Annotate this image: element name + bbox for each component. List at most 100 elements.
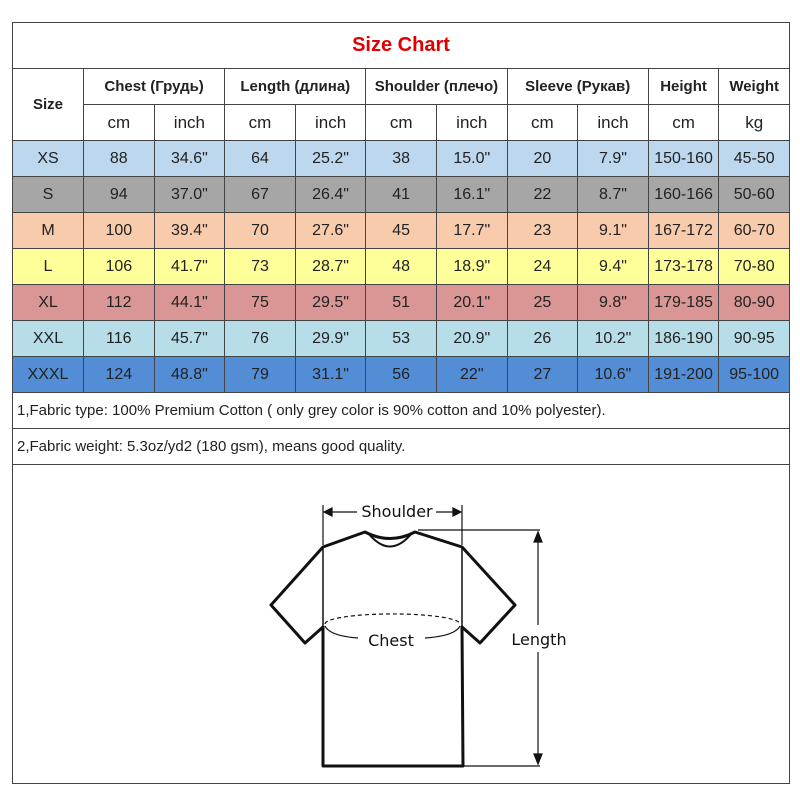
value-cell: 186-190: [647, 320, 720, 357]
size-cell: XS: [12, 140, 84, 177]
table-row: XXL 116 45.7" 76 29.9" 53 20.9" 26 10.2" 186-190 9…: [12, 320, 790, 357]
value-cell: 22": [435, 356, 508, 393]
value-cell: 26.4": [294, 176, 367, 213]
note-fabric-type: 1,Fabric type: 100% Premium Cotton ( onl…: [12, 392, 790, 429]
value-cell: 160-166: [647, 176, 720, 213]
value-cell: 67: [224, 176, 296, 213]
value-cell: 20.1": [435, 284, 508, 321]
unit-header: inch: [435, 104, 508, 141]
value-cell: 179-185: [647, 284, 720, 321]
value-cell: 27.6": [294, 212, 367, 249]
value-cell: 173-178: [647, 248, 720, 285]
value-cell: 51: [365, 284, 437, 321]
value-cell: 23: [506, 212, 579, 249]
unit-header: inch: [294, 104, 367, 141]
diagram-cell: [12, 464, 790, 784]
value-cell: 31.1": [294, 356, 367, 393]
value-cell: 60-70: [718, 212, 790, 249]
value-cell: 25.2": [294, 140, 367, 177]
value-cell: 22: [506, 176, 579, 213]
value-cell: 8.7": [577, 176, 649, 213]
size-cell: XXL: [12, 320, 84, 357]
value-cell: 28.7": [294, 248, 367, 285]
column-group-header: Weight: [718, 68, 790, 105]
value-cell: 20: [506, 140, 579, 177]
value-cell: 26: [506, 320, 579, 357]
size-chart-table: Size Chart Size Chest (Грудь) Length (дли…: [12, 22, 790, 784]
note-fabric-weight: 2,Fabric weight: 5.3oz/yd2 (180 gsm), me…: [12, 428, 790, 465]
chart-title: Size Chart: [12, 22, 790, 69]
table-row: M 100 39.4" 70 27.6" 45 17.7" 23 9.1" 167-172 60-7…: [12, 212, 790, 249]
value-cell: 45-50: [718, 140, 790, 177]
value-cell: 124: [83, 356, 155, 393]
table-row: L 106 41.7" 73 28.7" 48 18.9" 24 9.4" 173-178 70-8…: [12, 248, 790, 285]
value-cell: 9.4": [577, 248, 649, 285]
value-cell: 17.7": [435, 212, 508, 249]
value-cell: 45.7": [153, 320, 226, 357]
value-cell: 29.9": [294, 320, 367, 357]
value-cell: 191-200: [647, 356, 720, 393]
table-row: S 94 37.0" 67 26.4" 41 16.1" 22 8.7" 160-166 50-60: [12, 176, 790, 213]
size-cell: L: [12, 248, 84, 285]
size-header: Size: [12, 68, 84, 141]
value-cell: 76: [224, 320, 296, 357]
column-group-header: Height: [647, 68, 720, 105]
value-cell: 18.9": [435, 248, 508, 285]
value-cell: 79: [224, 356, 296, 393]
column-group-header: Shoulder (плечо): [365, 68, 508, 105]
unit-header: kg: [718, 104, 790, 141]
value-cell: 167-172: [647, 212, 720, 249]
value-cell: 53: [365, 320, 437, 357]
value-cell: 150-160: [647, 140, 720, 177]
value-cell: 7.9": [577, 140, 649, 177]
size-cell: XL: [12, 284, 84, 321]
value-cell: 56: [365, 356, 437, 393]
value-cell: 50-60: [718, 176, 790, 213]
value-cell: 25: [506, 284, 579, 321]
value-cell: 44.1": [153, 284, 226, 321]
value-cell: 16.1": [435, 176, 508, 213]
value-cell: 106: [83, 248, 155, 285]
value-cell: 34.6": [153, 140, 226, 177]
value-cell: 10.6": [577, 356, 649, 393]
value-cell: 39.4": [153, 212, 226, 249]
value-cell: 70: [224, 212, 296, 249]
unit-header: cm: [506, 104, 579, 141]
value-cell: 20.9": [435, 320, 508, 357]
value-cell: 37.0": [153, 176, 226, 213]
value-cell: 95-100: [718, 356, 790, 393]
unit-header: cm: [83, 104, 155, 141]
column-group-header: Chest (Грудь): [82, 68, 226, 105]
value-cell: 94: [83, 176, 155, 213]
size-cell: M: [12, 212, 84, 249]
unit-header: cm: [647, 104, 720, 141]
value-cell: 70-80: [718, 248, 790, 285]
value-cell: 75: [224, 284, 296, 321]
value-cell: 73: [224, 248, 296, 285]
value-cell: 90-95: [718, 320, 790, 357]
table-row: XS 88 34.6" 64 25.2" 38 15.0" 20 7.9" 150-160 45-5…: [12, 140, 790, 177]
value-cell: 15.0": [435, 140, 508, 177]
value-cell: 64: [224, 140, 296, 177]
value-cell: 29.5": [294, 284, 367, 321]
unit-header: cm: [365, 104, 437, 141]
value-cell: 38: [365, 140, 437, 177]
value-cell: 88: [83, 140, 155, 177]
unit-header: cm: [224, 104, 296, 141]
value-cell: 41: [365, 176, 437, 213]
size-cell: XXXL: [12, 356, 84, 393]
value-cell: 27: [506, 356, 579, 393]
unit-header: inch: [153, 104, 226, 141]
value-cell: 100: [83, 212, 155, 249]
size-cell: S: [12, 176, 84, 213]
table-row: XXXL 124 48.8" 79 31.1" 56 22" 27 10.6" 191-200 95…: [12, 356, 790, 393]
value-cell: 80-90: [718, 284, 790, 321]
value-cell: 48.8": [153, 356, 226, 393]
column-group-header: Sleeve (Рукав): [506, 68, 649, 105]
column-group-header: Length (длина): [224, 68, 367, 105]
value-cell: 24: [506, 248, 579, 285]
value-cell: 116: [83, 320, 155, 357]
value-cell: 112: [83, 284, 155, 321]
value-cell: 41.7": [153, 248, 226, 285]
value-cell: 9.8": [577, 284, 649, 321]
